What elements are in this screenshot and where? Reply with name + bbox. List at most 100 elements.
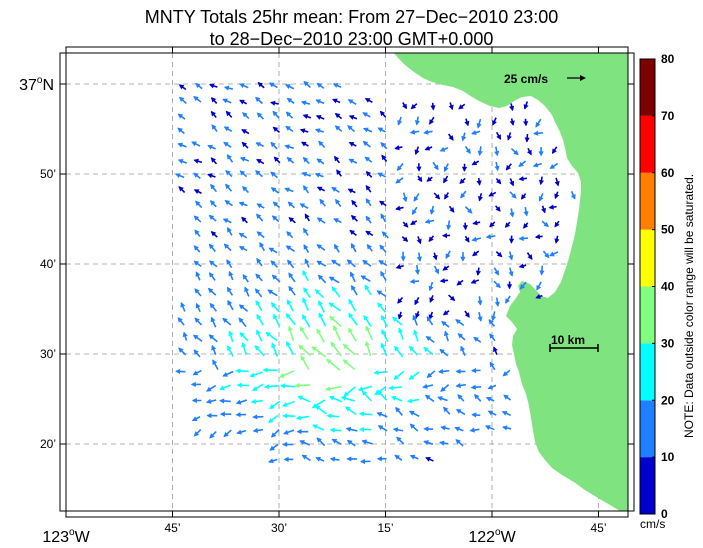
current-vector: [445, 250, 451, 259]
current-vector: [208, 272, 216, 281]
current-vector-head: [227, 299, 233, 306]
current-vector-head: [226, 154, 232, 160]
current-vector-head: [474, 393, 480, 400]
current-vector-head: [193, 431, 200, 437]
current-vector-head: [301, 454, 308, 460]
current-vector: [255, 170, 263, 178]
current-vector-head: [457, 333, 464, 339]
current-vector-head: [364, 284, 370, 291]
current-vector: [241, 342, 247, 356]
current-vector: [254, 345, 265, 357]
current-vector: [377, 389, 388, 401]
current-vector: [177, 317, 185, 326]
lon-label: 122oW: [468, 527, 516, 546]
current-vector-head: [239, 83, 245, 89]
distance-scale: 10 km: [549, 333, 599, 352]
current-vector-head: [207, 173, 213, 179]
current-vector-head: [317, 274, 324, 280]
current-vector-head: [425, 336, 432, 342]
lon-label: 123oW: [42, 527, 90, 546]
current-vector: [342, 343, 356, 356]
lon-label-deg: 123: [42, 529, 69, 546]
current-vector: [225, 183, 233, 192]
current-vector-head: [494, 150, 500, 157]
distance-scale-label: 10 km: [551, 333, 585, 347]
current-vector-head: [193, 96, 199, 102]
current-vector-head: [330, 341, 336, 348]
current-vector: [364, 97, 373, 104]
current-vector: [492, 117, 497, 126]
current-vector: [285, 84, 295, 90]
current-vector-head: [177, 159, 184, 164]
current-vector: [402, 102, 408, 110]
current-vector-head: [210, 110, 216, 117]
current-vector: [477, 146, 483, 157]
current-vector-head: [471, 236, 478, 242]
current-vector-head: [238, 317, 244, 323]
current-vector-head: [400, 256, 406, 262]
colorbar-tick-label: 30: [661, 336, 675, 350]
current-vector: [267, 289, 278, 297]
current-vector: [470, 278, 480, 284]
current-vector-head: [255, 273, 261, 279]
current-vector-head: [318, 140, 324, 147]
current-vector: [379, 110, 387, 118]
current-vector: [208, 334, 218, 343]
current-vector-head: [326, 413, 332, 419]
current-vector-head: [228, 270, 234, 277]
current-vector-head: [288, 272, 294, 279]
current-vector: [442, 265, 450, 271]
current-vector-head: [523, 211, 529, 217]
current-vector-head: [362, 259, 368, 265]
current-vector-head: [238, 201, 245, 207]
current-vector-head: [208, 334, 215, 340]
title-line-2: to 28−Dec−2010 23:00 GMT+0.000: [209, 29, 494, 49]
current-vector: [538, 176, 545, 186]
current-vector-head: [349, 229, 355, 236]
current-vector: [238, 232, 248, 239]
current-vector: [397, 116, 403, 126]
current-vector-head: [414, 269, 421, 275]
current-vector: [350, 242, 357, 253]
colorbar-tick-label: 80: [661, 52, 675, 66]
current-vector: [193, 158, 203, 164]
current-vector: [360, 275, 371, 282]
current-vector: [209, 83, 218, 89]
current-vector: [392, 316, 403, 326]
current-vector-head: [408, 410, 415, 416]
current-vector-head: [316, 437, 322, 443]
current-vector: [396, 436, 405, 445]
current-vector: [541, 220, 549, 228]
current-vector: [508, 251, 514, 261]
current-vector: [315, 128, 325, 134]
current-vector: [519, 281, 527, 290]
current-vector-head: [377, 302, 383, 308]
current-vector-head: [193, 245, 199, 251]
current-vector: [316, 244, 326, 251]
current-vector-head: [300, 141, 307, 147]
current-vector: [412, 314, 418, 326]
current-vector: [366, 243, 373, 252]
current-vector: [207, 287, 217, 296]
current-vector: [409, 129, 420, 135]
current-vector-head: [496, 134, 502, 140]
current-vector: [379, 244, 387, 253]
current-vector-head: [538, 151, 544, 157]
current-vector: [219, 411, 232, 417]
current-vector: [393, 370, 405, 380]
current-vector: [501, 410, 512, 417]
current-vector: [301, 314, 311, 328]
colorbar: 80 70 60 50 40 30 20 10 0: [639, 52, 675, 521]
current-vector: [333, 218, 342, 224]
current-vector-head: [365, 184, 371, 191]
current-vector: [296, 415, 310, 421]
current-vector: [236, 382, 249, 388]
current-vector-head: [554, 238, 560, 244]
current-vector: [346, 439, 356, 447]
current-vector-head: [287, 201, 294, 207]
current-vector: [304, 258, 310, 268]
current-vector-head: [415, 312, 421, 319]
current-vector: [376, 411, 388, 418]
current-vector: [365, 325, 374, 341]
current-vector-head: [457, 394, 463, 400]
